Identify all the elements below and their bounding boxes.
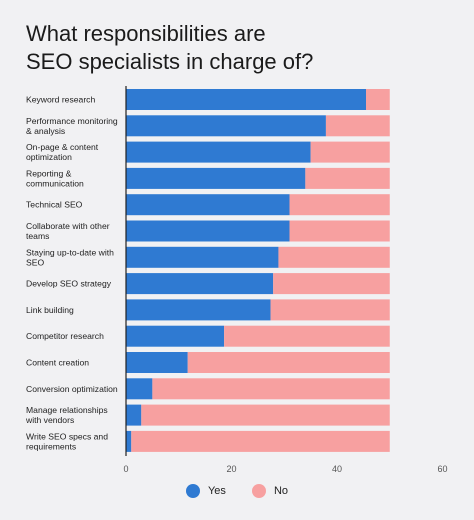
legend-item-no[interactable]: No [251, 484, 288, 498]
legend-item-yes[interactable]: Yes [185, 484, 226, 498]
category-label-12: Manage relationships with vendors [25, 405, 108, 425]
bar-no-13 [131, 430, 390, 452]
category-label-line: & analysis [26, 126, 65, 136]
bar-yes-13 [126, 430, 132, 452]
bar-yes-7 [126, 273, 274, 295]
legend-swatch-no [251, 484, 266, 498]
category-label-6: Staying up-to-date with SEO [26, 247, 114, 267]
bar-yes-12 [126, 404, 142, 426]
category-label-line: Technical SEO [26, 200, 83, 210]
bar-no-8 [270, 299, 390, 321]
category-label-line: Staying up-to-date with [26, 247, 114, 257]
category-label-4: Technical SEO [26, 200, 83, 210]
bar-yes-4 [126, 194, 290, 216]
category-label-line: with vendors [25, 415, 74, 425]
category-label-line: On-page & content [26, 142, 99, 152]
category-label-13: Write SEO specs and requirements [26, 431, 108, 451]
category-label-line: Link building [26, 305, 74, 315]
x-tick-label-1: 20 [226, 464, 236, 474]
bar-no-11 [152, 378, 390, 400]
bar-chart: Keyword research Performance monitoring & … [25, 86, 448, 474]
chart-title: What responsibilities are SEO specialist… [26, 20, 456, 76]
bar-no-12 [141, 404, 390, 426]
category-label-line: Competitor research [26, 331, 104, 341]
chart-title-line2: SEO specialists in charge of? [26, 49, 314, 74]
category-label-line: SEO [26, 257, 44, 267]
bar-yes-3 [126, 167, 306, 189]
x-tick-label-0: 0 [123, 464, 128, 474]
bar-yes-6 [126, 246, 279, 268]
bar-yes-0 [126, 89, 367, 110]
category-label-line: Performance monitoring [26, 116, 118, 126]
category-label-5: Collaborate with other teams [26, 221, 110, 241]
bar-no-5 [289, 220, 390, 242]
category-label-10: Content creation [26, 358, 89, 368]
legend-label-yes: Yes [207, 485, 226, 497]
category-label-3: Reporting & communication [26, 168, 84, 188]
bar-no-0 [366, 89, 390, 110]
x-tick-label-2: 40 [332, 464, 342, 474]
category-label-line: Content creation [26, 358, 89, 368]
x-tick-label-3: 60 [437, 464, 447, 474]
category-label-7: Develop SEO strategy [26, 279, 112, 289]
category-label-line: requirements [26, 441, 76, 451]
bar-no-4 [289, 194, 390, 216]
bar-no-1 [325, 115, 390, 137]
category-label-line: Reporting & [26, 168, 72, 178]
category-label-line: communication [26, 178, 84, 188]
category-label-1: Performance monitoring & analysis [26, 116, 118, 136]
legend-swatch-yes [185, 484, 200, 498]
category-label-line: Write SEO specs and [26, 431, 108, 441]
bar-yes-5 [126, 220, 290, 242]
legend-label-no: No [273, 485, 288, 497]
bar-yes-9 [126, 325, 225, 347]
category-label-line: teams [26, 231, 49, 241]
bar-yes-10 [126, 352, 188, 373]
category-label-2: On-page & content optimization [26, 142, 99, 162]
legend: Yes No [0, 484, 474, 498]
category-label-line: Conversion optimization [26, 384, 118, 394]
category-label-8: Link building [26, 305, 74, 315]
bar-no-7 [273, 273, 390, 295]
bar-no-9 [224, 325, 390, 347]
category-label-line: Develop SEO strategy [26, 279, 112, 289]
chart-title-line1: What responsibilities are [26, 21, 266, 46]
bar-yes-11 [126, 378, 153, 400]
bar-no-2 [310, 141, 390, 163]
category-label-11: Conversion optimization [26, 384, 118, 394]
bar-no-6 [278, 246, 390, 268]
bar-no-10 [187, 352, 390, 373]
category-label-9: Competitor research [26, 331, 104, 341]
category-label-line: optimization [26, 152, 72, 162]
category-label-0: Keyword research [26, 95, 95, 105]
bar-yes-1 [126, 115, 326, 137]
bar-yes-8 [126, 299, 271, 321]
category-label-line: Collaborate with other [26, 221, 110, 231]
bar-no-3 [305, 167, 390, 189]
category-label-line: Manage relationships [26, 405, 108, 415]
category-label-line: Keyword research [26, 95, 95, 105]
bar-yes-2 [126, 141, 311, 163]
